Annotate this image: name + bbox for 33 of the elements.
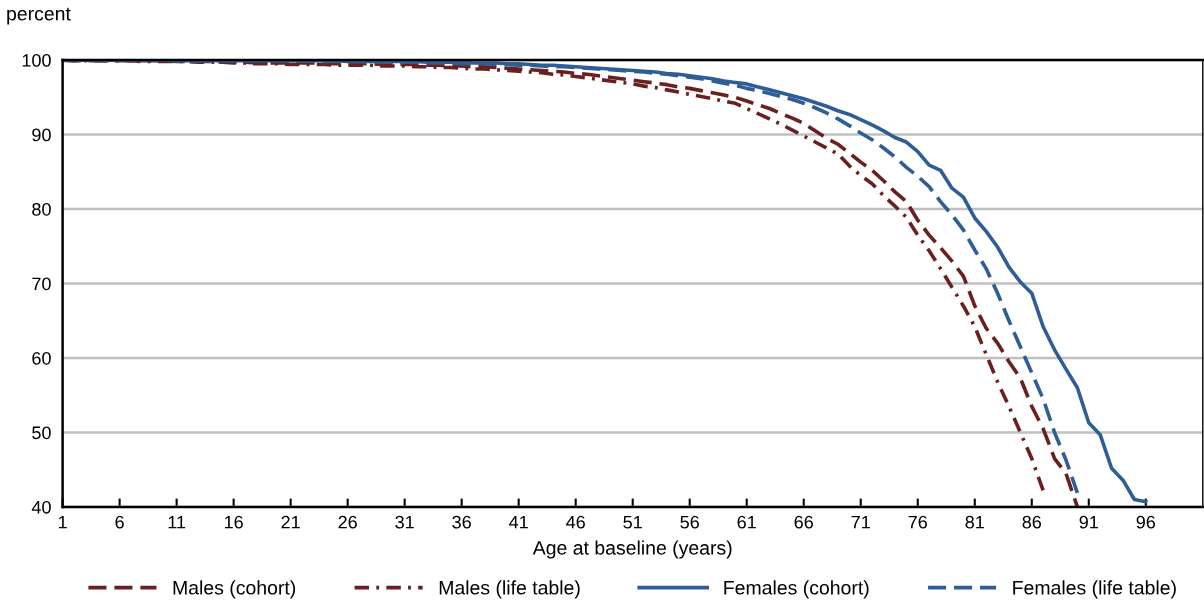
x-tick-label: 81: [965, 515, 984, 529]
y-tick-label: 70: [32, 277, 51, 291]
x-axis-title: Age at baseline (years): [532, 540, 732, 559]
x-tick-label: 21: [281, 515, 300, 529]
legend-label: Males (cohort): [173, 580, 296, 599]
x-tick-label: 71: [851, 515, 870, 529]
x-tick-label: 76: [908, 515, 927, 529]
x-tick-label: 61: [737, 515, 756, 529]
y-tick-label: 60: [32, 351, 51, 365]
legend-label: Females (cohort): [724, 580, 869, 599]
x-tick-label: 91: [1079, 515, 1098, 529]
x-tick-label: 86: [1022, 515, 1042, 529]
x-tick-label: 56: [680, 515, 699, 529]
x-tick-label: 51: [623, 515, 642, 529]
x-tick-label: 96: [1136, 515, 1156, 529]
x-tick-label: 26: [338, 515, 357, 529]
y-tick-label: 80: [32, 202, 51, 216]
y-tick-label: 50: [32, 426, 51, 440]
x-tick-label: 36: [452, 515, 471, 529]
x-tick-label: 66: [794, 515, 813, 529]
x-tick-label: 11: [168, 515, 186, 529]
legend-label: Males (life table): [439, 580, 580, 599]
x-tick-label: 41: [509, 515, 528, 529]
y-tick-label: 40: [31, 500, 51, 514]
x-tick-label: 31: [395, 515, 414, 529]
y-tick-label: 90: [32, 128, 51, 142]
legend-label: Females (life table): [1013, 580, 1176, 599]
y-axis-title: percent: [7, 7, 71, 25]
x-tick-label: 1: [58, 515, 67, 529]
y-tick-label: 100: [22, 54, 51, 67]
x-tick-label: 46: [566, 515, 585, 529]
x-tick-label: 6: [115, 515, 124, 529]
x-tick-label: 16: [224, 515, 243, 529]
